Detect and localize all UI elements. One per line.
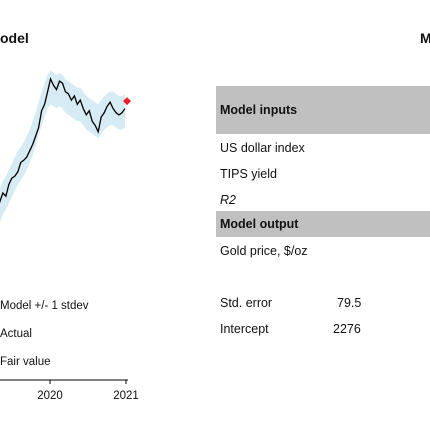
legend-actual-label: Actual xyxy=(0,328,32,340)
legend-band-label: Model +/- 1 stdev xyxy=(0,300,89,312)
input-row-dollar-index: US dollar index xyxy=(220,141,305,155)
input-row-r2: R2 xyxy=(220,193,236,207)
input-row-tips-yield: TIPS yield xyxy=(220,167,277,181)
model-stdev-band xyxy=(0,70,125,223)
panel-title-fragment: M xyxy=(420,30,430,46)
stat-std-error-value: 79.5 xyxy=(337,296,362,310)
model-inputs-header: Model inputs xyxy=(216,86,430,134)
output-row-gold-price: Gold price, $/oz xyxy=(220,244,308,258)
stat-intercept-label: Intercept xyxy=(220,322,269,336)
stat-std-error-label: Std. error xyxy=(220,296,273,310)
chart-title-fragment: odel xyxy=(0,30,29,46)
fair-value-marker xyxy=(123,97,131,106)
gold-price-chart: 2020 2021 xyxy=(0,70,139,402)
x-tick-label: 2021 xyxy=(113,390,139,402)
legend-fair-value-label: Fair value xyxy=(0,356,51,368)
model-output-header: Model output xyxy=(216,211,430,237)
actual-price-line xyxy=(0,77,126,204)
stat-intercept-value: 2276 xyxy=(333,322,361,336)
x-tick-label: 2020 xyxy=(37,390,63,402)
